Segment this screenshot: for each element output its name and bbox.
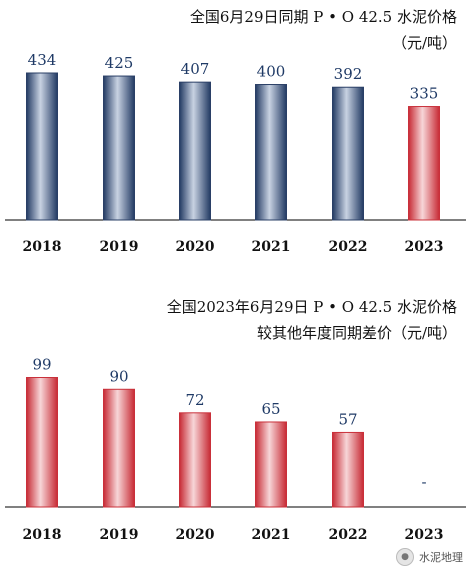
chart1-title: 全国6月29日同期 P • O 42.5 水泥价格 xyxy=(190,8,457,26)
chart2-data-label-2018: 99 xyxy=(32,356,51,374)
watermark: ● 水泥地理 xyxy=(396,548,463,566)
chart1-data-label-2023: 335 xyxy=(410,85,439,103)
chart2-tick-label-2023: 2023 xyxy=(405,527,444,543)
chart2-data-label-2020: 72 xyxy=(185,391,204,409)
chart1-bar-2018 xyxy=(26,72,58,221)
chart1-tick-label-2021: 2021 xyxy=(252,239,291,255)
wechat-icon: ● xyxy=(396,548,414,566)
chart2-tick-label-2020: 2020 xyxy=(176,527,215,543)
chart2-data-label-2021: 65 xyxy=(261,400,280,418)
chart2-bar-2020 xyxy=(179,412,211,508)
chart1-bar-2022 xyxy=(332,86,364,221)
chart2-bar-2019 xyxy=(103,388,135,508)
chart2-subtitle: 较其他年度同期差价（元/吨） xyxy=(257,324,457,342)
chart2-data-label-2023: - xyxy=(421,473,426,491)
chart2-tick-label-2021: 2021 xyxy=(252,527,291,543)
chart1-bar-2020 xyxy=(179,81,211,221)
chart1-tick-label-2023: 2023 xyxy=(405,239,444,255)
chart1-data-label-2021: 400 xyxy=(257,63,286,81)
chart2-tick-label-2022: 2022 xyxy=(329,527,368,543)
chart1-tick-label-2020: 2020 xyxy=(176,239,215,255)
chart1-data-label-2022: 392 xyxy=(334,65,363,83)
chart1-data-label-2020: 407 xyxy=(181,60,210,78)
chart2-tick-label-2019: 2019 xyxy=(100,527,139,543)
chart1-bar-2021 xyxy=(255,84,287,221)
chart1-bar-2023 xyxy=(408,106,440,221)
chart2-title: 全国2023年6月29日 P • O 42.5 水泥价格 xyxy=(167,298,457,316)
chart2-bar-2021 xyxy=(255,421,287,508)
chart1-data-label-2019: 425 xyxy=(105,54,134,72)
chart1-tick-label-2019: 2019 xyxy=(100,239,139,255)
chart1-subtitle: （元/吨） xyxy=(392,34,457,52)
chart1-bar-2019 xyxy=(103,75,135,221)
watermark-text: 水泥地理 xyxy=(419,551,463,564)
chart1-tick-label-2018: 2018 xyxy=(23,239,62,255)
chart1-data-label-2018: 434 xyxy=(28,51,57,69)
chart2-data-label-2019: 90 xyxy=(109,367,128,385)
chart2-data-label-2022: 57 xyxy=(338,410,357,428)
chart2-tick-label-2018: 2018 xyxy=(23,527,62,543)
chart1-tick-label-2022: 2022 xyxy=(329,239,368,255)
chart2-bar-2018 xyxy=(26,377,58,508)
chart2-bar-2022 xyxy=(332,431,364,508)
